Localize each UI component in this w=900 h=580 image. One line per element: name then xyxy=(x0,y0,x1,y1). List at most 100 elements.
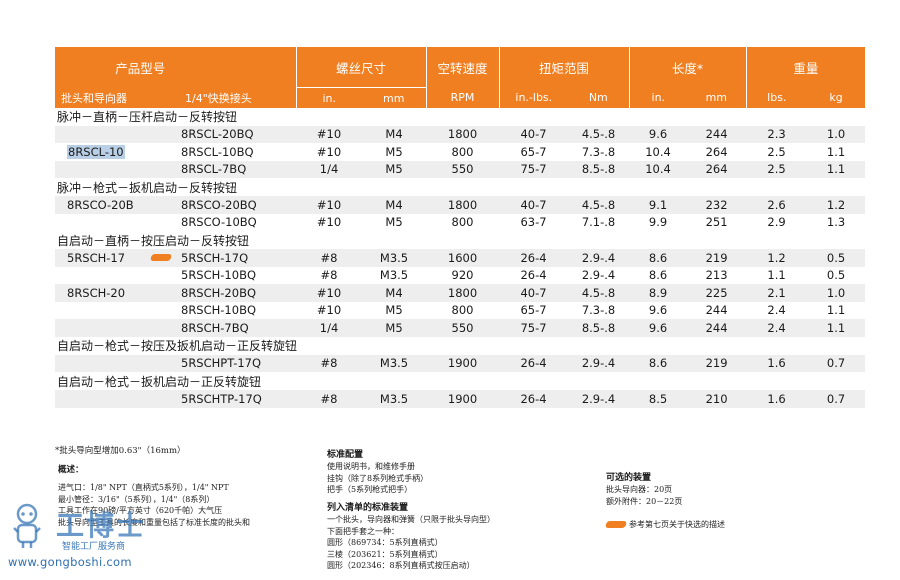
weight-kg-cell: 0.7 xyxy=(807,390,866,408)
thread-mm-cell: M5 xyxy=(362,319,427,337)
overview-line: 最小管径：3/16"（5系列），1/4"（8系列） xyxy=(58,494,215,504)
header-product-model: 产品型号 xyxy=(55,47,297,88)
section-title: 自启动－枪式－扳机启动－正反转旋钮 xyxy=(57,374,262,389)
spec-table: 产品型号 螺丝尺寸 空转速度 扭矩范围 长度* 重量 批头和导向器 1/4"快换… xyxy=(55,47,866,408)
weight-lbs-cell: 1.6 xyxy=(746,390,808,408)
length-mm-cell: 264 xyxy=(705,144,728,159)
thread-in-cell: 1/4 xyxy=(296,319,363,337)
weight-kg-cell: 0.7 xyxy=(807,354,866,372)
section-title: 自启动－直柄－按压启动－反转按钮 xyxy=(57,233,250,248)
torque-inlbs-cell: 63-7 xyxy=(520,215,547,230)
torque-inlbs-cell: 26-4 xyxy=(499,249,569,267)
free-speed-cell: 1800 xyxy=(426,196,500,214)
torque-nm-cell: 2.9-.4 xyxy=(581,268,616,283)
torque-nm-cell: 7.3-.8 xyxy=(581,303,616,318)
standard-config-line: 使用说明书，和维修手册 xyxy=(327,462,415,471)
weight-lbs-cell: 2.1 xyxy=(746,284,808,302)
thread-in-cell: #8 xyxy=(296,354,363,372)
length-mm-cell: 219 xyxy=(687,354,747,372)
part-number-cell: 8RSCH-10BQ xyxy=(181,303,257,318)
section-heading-row: 脉冲－直柄－压杆启动－反转按钮 xyxy=(55,108,865,126)
free-speed-cell: 800 xyxy=(451,215,474,230)
section-heading-row: 自启动－直柄－按压启动－反转按钮 xyxy=(55,231,865,249)
length-mm-cell: 264 xyxy=(687,160,747,178)
table-row: 5RSCH-17 5RSCH-17Q #8 M3.5 1600 26-4 2.9-.4 8.6… xyxy=(55,249,866,267)
part-number-cell: 5RSCH-17Q xyxy=(150,249,297,267)
model-cell: 8RSCO-20B xyxy=(55,196,179,214)
model-cell: 8RSCH-20 xyxy=(55,284,179,302)
free-speed-cell: 550 xyxy=(426,319,500,337)
weight-lbs-cell: 2.6 xyxy=(746,196,808,214)
torque-nm-cell: 4.5-.8 xyxy=(568,196,630,214)
length-in-cell: 8.9 xyxy=(629,284,688,302)
torque-nm-cell: 7.1-.8 xyxy=(581,215,616,230)
thread-mm-cell: M5 xyxy=(385,215,403,230)
part-number-cell: 8RSCL-7BQ xyxy=(179,160,297,178)
table-row: 5RSCHTP-17Q #8 M3.5 1900 26-4 2.9-.4 8.5 210 1.6… xyxy=(55,390,866,408)
length-mm-cell: 210 xyxy=(687,390,747,408)
part-number-text: 5RSCH-17Q xyxy=(181,250,249,265)
header-quick-change: 1/4"快换接头 xyxy=(179,87,297,108)
length-in-cell: 9.6 xyxy=(629,319,688,337)
standard-list-line: 三棱（203621：5系列直柄式） xyxy=(327,549,443,559)
free-speed-cell: 550 xyxy=(426,160,500,178)
overview-line: 进气口：1/8" NPT（直柄式5系列），1/4" NPT xyxy=(58,483,229,492)
length-mm-cell: 225 xyxy=(687,284,747,302)
part-number-cell: 8RSCO-20BQ xyxy=(179,196,297,214)
torque-nm-cell: 2.9-.4 xyxy=(568,354,630,372)
header-length: 长度* xyxy=(629,47,747,88)
model-cell xyxy=(55,319,179,337)
thread-mm-cell: M4 xyxy=(362,284,427,302)
model-cell xyxy=(55,267,179,285)
header-unit-rpm: RPM xyxy=(426,87,500,108)
weight-kg-cell: 1.1 xyxy=(807,160,866,178)
weight-lbs-cell: 1.2 xyxy=(746,249,808,267)
length-mm-cell: 244 xyxy=(705,303,728,318)
header-bit-guide: 批头和导向器 xyxy=(55,87,179,108)
weight-kg-cell: 1.2 xyxy=(807,196,866,214)
torque-nm-cell: 4.5-.8 xyxy=(568,284,630,302)
thread-in-cell: #10 xyxy=(316,303,342,318)
standard-list-line: 圆形（202346：8系列直柄式按压启动） xyxy=(327,561,475,570)
length-in-cell: 8.6 xyxy=(648,268,668,283)
header-unit-kg: kg xyxy=(807,87,866,108)
optional-list: 批头导向器：20页 额外附件：20－22页 xyxy=(606,484,682,507)
table-body: 脉冲－直柄－压杆启动－反转按钮 8RSCL-20BQ #10 M4 1800 40-7 4.… xyxy=(55,108,866,408)
table-row: 8RSCL-20BQ #10 M4 1800 40-7 4.5-.8 9.6 244 2.3 1.… xyxy=(55,125,866,143)
standard-list-title: 列入清单的标准装置 xyxy=(327,503,409,513)
overview-title: 概述： xyxy=(58,465,84,475)
weight-kg-cell: 1.0 xyxy=(807,125,866,143)
thread-in-cell: #8 xyxy=(320,268,338,283)
model-cell xyxy=(55,160,179,178)
weight-lbs-cell: 2.4 xyxy=(746,319,808,337)
overview-list: 进气口：1/8" NPT（直柄式5系列），1/4" NPT 最小管径：3/16"… xyxy=(58,482,250,528)
thread-in-cell: #10 xyxy=(296,284,363,302)
free-speed-cell: 920 xyxy=(451,268,474,283)
model-cell: 8RSCL-10 xyxy=(55,143,179,161)
thread-in-cell: 1/4 xyxy=(296,160,363,178)
quick-select-badge-icon xyxy=(150,254,172,261)
section-heading-row: 自启动－枪式－按压及扳机启动－正反转旋钮 xyxy=(55,337,865,355)
torque-inlbs-cell: 40-7 xyxy=(499,284,569,302)
model-cell xyxy=(55,214,179,232)
standard-config-line: 挂钩（除了8系列枪式手柄） xyxy=(327,473,429,483)
table-row: 5RSCH-10BQ #8 M3.5 920 26-4 2.9-.4 8.6 213 1.1 0.… xyxy=(55,267,865,285)
table-header: 产品型号 螺丝尺寸 空转速度 扭矩范围 长度* 重量 批头和导向器 1/4"快换… xyxy=(55,47,866,108)
standard-list-line: 圆形（869734：5系列直柄式） xyxy=(327,538,443,547)
header-unit-lbs: lbs. xyxy=(746,87,808,108)
torque-inlbs-cell: 40-7 xyxy=(499,125,569,143)
weight-lbs-cell: 2.4 xyxy=(767,303,786,318)
torque-inlbs-cell: 40-7 xyxy=(499,196,569,214)
brand-name: 工博士 xyxy=(56,509,147,542)
model-cell xyxy=(55,302,179,320)
standard-config-line: 把手（5系列枪式把手） xyxy=(327,485,413,494)
thread-in-cell: #8 xyxy=(296,390,363,408)
thread-mm-cell: M5 xyxy=(385,144,403,159)
weight-lbs-cell: 2.5 xyxy=(746,160,808,178)
thread-in-cell: #10 xyxy=(316,144,342,159)
part-number-cell: 8RSCH-20BQ xyxy=(179,284,297,302)
weight-kg-cell: 0.5 xyxy=(826,268,846,283)
length-in-cell: 8.6 xyxy=(629,249,688,267)
thread-mm-cell: M4 xyxy=(362,196,427,214)
brand-logo: 工博士 智能工厂服务商 www.gongboshi.com xyxy=(8,502,208,577)
